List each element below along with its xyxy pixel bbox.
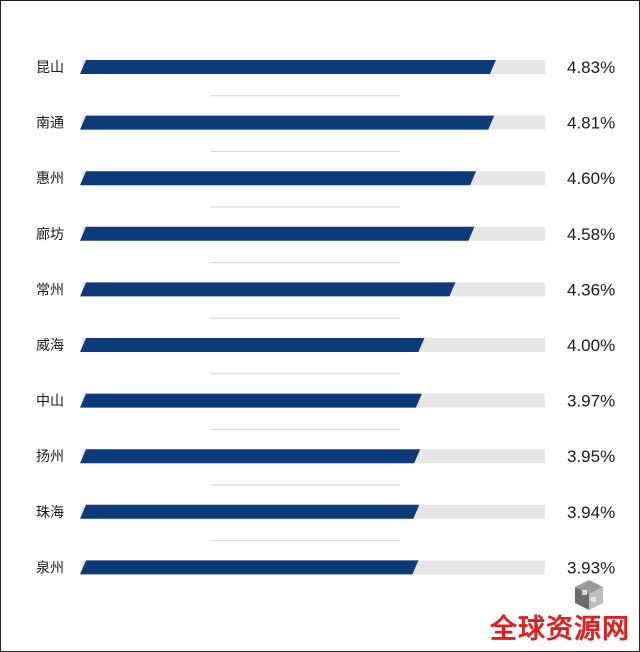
value-label: 3.93% — [567, 558, 615, 577]
bar — [80, 282, 456, 297]
value-label: 3.95% — [567, 447, 615, 466]
value-labels: 4.83% 4.81% 4.60% 4.58% 4.36% 4.00% 3.97% 3.95%… — [567, 58, 615, 577]
bar — [80, 504, 420, 519]
category-label: 珠海 — [36, 505, 64, 521]
bar — [80, 171, 477, 186]
category-label: 昆山 — [36, 60, 64, 76]
value-label: 3.97% — [567, 392, 615, 411]
category-label: 中山 — [36, 394, 64, 410]
value-label: 4.58% — [567, 225, 615, 244]
cube-logo-icon — [575, 580, 603, 610]
value-label: 4.81% — [567, 114, 615, 133]
value-label: 4.60% — [567, 169, 615, 188]
bar-tracks — [82, 60, 545, 575]
bar — [80, 393, 422, 408]
bar — [80, 115, 495, 130]
row-separators — [210, 95, 400, 542]
bars — [80, 60, 496, 575]
category-label: 泉州 — [36, 559, 64, 576]
value-label: 4.83% — [567, 58, 615, 77]
category-label: 惠州 — [36, 171, 64, 187]
category-label: 廊坊 — [36, 226, 64, 243]
category-label: 扬州 — [36, 449, 64, 465]
value-label: 4.36% — [567, 280, 615, 299]
value-label: 4.00% — [567, 336, 615, 355]
category-label: 常州 — [36, 282, 64, 298]
watermark-text: 全球资源网 — [490, 614, 630, 645]
category-label: 南通 — [36, 116, 64, 132]
bar — [80, 338, 425, 352]
bar — [80, 226, 475, 241]
value-label: 3.94% — [567, 503, 615, 522]
category-label: 威海 — [36, 338, 64, 354]
bar — [80, 560, 419, 575]
bar — [80, 60, 496, 74]
bar — [80, 449, 421, 464]
watermark: 全球资源网 — [470, 580, 630, 646]
